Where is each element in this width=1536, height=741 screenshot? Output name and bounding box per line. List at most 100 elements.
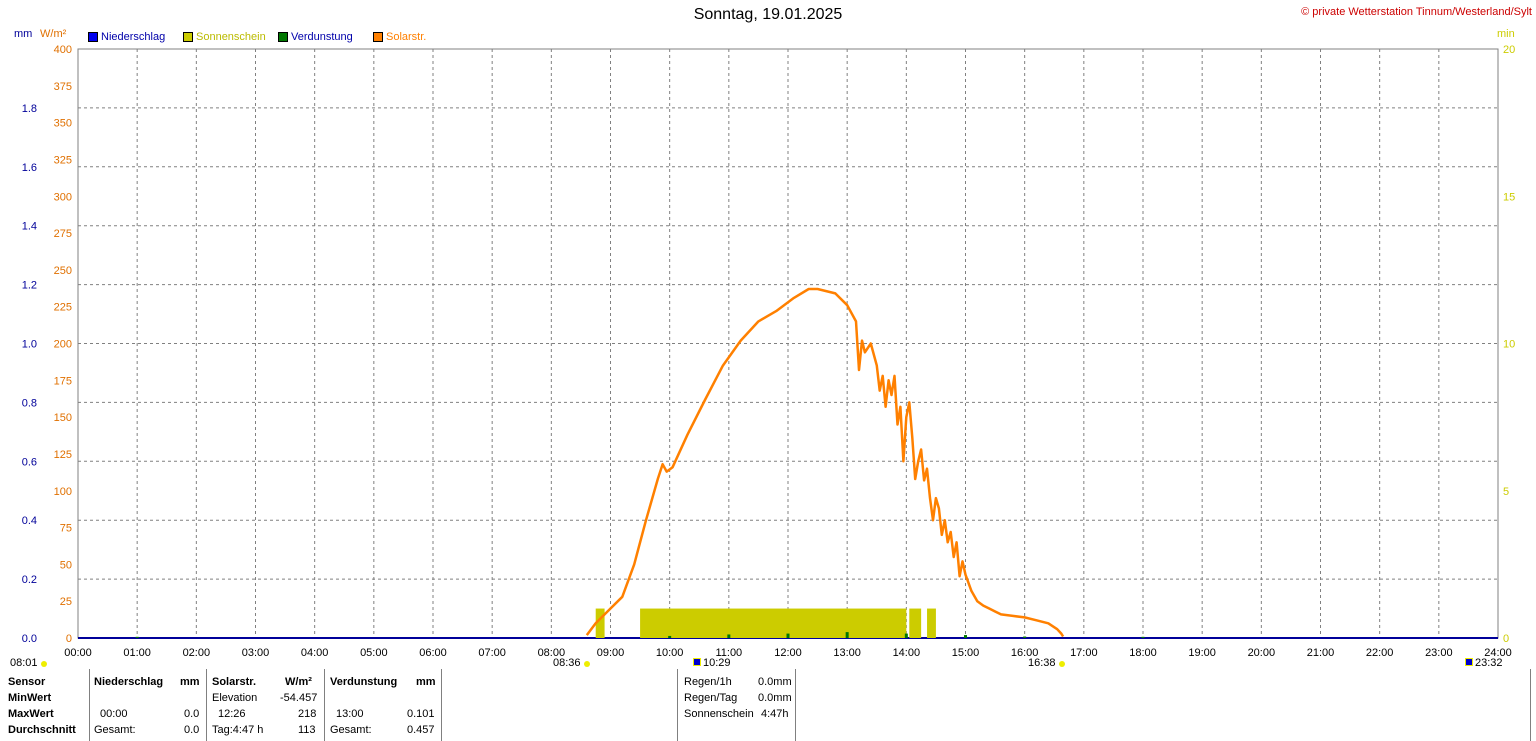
noon-label: 10:29 [703, 657, 731, 669]
wm2-tick-label: 175 [54, 375, 72, 387]
solar-max: 218 [298, 708, 317, 720]
min-tick-label: 20 [1503, 44, 1515, 56]
solar-unit: W/m² [285, 676, 312, 688]
legend-swatch [88, 32, 98, 42]
x-tick-label: 11:00 [715, 647, 742, 659]
mm-axis-ticks: 0.0 0.2 0.4 0.6 0.8 1.0 1.2 1.4 1.6 1.8 [22, 103, 37, 645]
wm2-tick-label: 200 [54, 339, 72, 351]
legend-label: Verdunstung [291, 31, 353, 43]
legend-item: Solarstr. [373, 31, 426, 43]
min-unit-label: min [1497, 28, 1515, 40]
solar-max-time: 12:26 [218, 708, 246, 720]
min-tick-label: 15 [1503, 191, 1515, 203]
mm-tick-label: 1.0 [22, 339, 37, 351]
x-tick-label: 12:00 [774, 647, 802, 659]
verdunstung-gesamt-label: Gesamt: [330, 724, 372, 736]
wm2-tick-label: 125 [54, 449, 72, 461]
x-tick-label: 14:00 [893, 647, 921, 659]
wm2-tick-label: 75 [60, 523, 72, 535]
x-tick-label: 04:00 [301, 647, 329, 659]
wm2-tick-label: 150 [54, 412, 72, 424]
mm-unit-label: mm [14, 28, 33, 40]
regen-tag-label: Regen/Tag [684, 692, 738, 704]
legend-swatch [278, 32, 288, 42]
wm2-tick-label: 250 [54, 265, 72, 277]
niederschlag-gesamt: 0.0 [184, 724, 200, 736]
sunrise-label: 08:36 [553, 657, 581, 669]
mm-tick-label: 1.2 [22, 280, 37, 292]
legend-item: Niederschlag [88, 31, 165, 43]
wm2-tick-label: 375 [54, 81, 72, 93]
wm2-tick-label: 400 [54, 44, 72, 56]
wm2-tick-label: 0 [66, 633, 72, 645]
x-tick-label: 19:00 [1188, 647, 1216, 659]
table-separator [677, 669, 678, 741]
evaporation-bar [845, 632, 849, 638]
verdunstung-gesamt: 0.457 [407, 724, 435, 736]
sunset-icon [1059, 661, 1065, 667]
evaporation-series [135, 632, 1145, 638]
legend-item: Sonnenschein [183, 31, 266, 43]
sunshine-bar [927, 608, 936, 638]
x-tick-label: 15:00 [952, 647, 980, 659]
wm2-tick-label: 275 [54, 228, 72, 240]
table-separator [89, 669, 90, 741]
solar-header: Solarstr. [212, 676, 257, 688]
evaporation-bar [727, 634, 731, 638]
verdunstung-max: 0.101 [407, 708, 435, 720]
table-separator [324, 669, 325, 741]
table-separator [441, 669, 442, 741]
sunshine-bar [640, 608, 907, 638]
wm2-tick-label: 225 [54, 302, 72, 314]
evaporation-bar [964, 635, 967, 638]
x-tick-label: 00:00 [64, 647, 92, 659]
wm2-tick-label: 325 [54, 154, 72, 166]
right-time-label: 23:32 [1475, 657, 1503, 669]
wm2-tick-label: 350 [54, 118, 72, 130]
solar-line [585, 287, 1065, 638]
wm2-tick-label: 50 [60, 559, 72, 571]
min-tick-label: 0 [1503, 633, 1509, 645]
min-tick-label: 5 [1503, 486, 1509, 498]
mm-tick-label: 0.6 [22, 456, 37, 468]
x-tick-label: 24:00 [1484, 647, 1512, 659]
mm-tick-label: 1.4 [22, 221, 37, 233]
sonnenschein-label: Sonnenschein [684, 708, 754, 720]
grid-lines [78, 48, 1498, 638]
table-separator [1530, 669, 1531, 741]
niederschlag-max-time: 00:00 [100, 708, 128, 720]
min-tick-label: 10 [1503, 339, 1515, 351]
x-tick-label: 05:00 [360, 647, 388, 659]
evaporation-bar [135, 636, 139, 638]
wm2-tick-label: 100 [54, 486, 72, 498]
mm-tick-label: 0.0 [22, 633, 37, 645]
niederschlag-header: Niederschlag [94, 676, 164, 688]
left-time-label: 08:01 [10, 657, 38, 669]
sunshine-bar [595, 608, 605, 638]
sunshine-series [595, 608, 936, 638]
elevation-value: -54.457 [280, 692, 318, 704]
legend-label: Solarstr. [386, 31, 427, 43]
niederschlag-unit: mm [180, 676, 200, 688]
x-tick-label: 20:00 [1248, 647, 1276, 659]
x-tick-label: 01:00 [123, 647, 151, 659]
x-tick-label: 16:00 [1011, 647, 1039, 659]
evaporation-bar [1023, 636, 1027, 638]
niederschlag-max: 0.0 [184, 708, 200, 720]
x-tick-label: 10:00 [656, 647, 684, 659]
x-tick-label: 13:00 [833, 647, 861, 659]
legend-swatch [183, 32, 193, 42]
mm-tick-label: 1.8 [22, 103, 37, 115]
mm-tick-label: 0.4 [22, 515, 37, 527]
legend-label: Sonnenschein [196, 31, 266, 43]
evaporation-bar [786, 633, 790, 638]
moon-icon [1465, 658, 1473, 666]
x-tick-label: 03:00 [242, 647, 270, 659]
left-sun-icon [41, 661, 47, 667]
legend-item: Verdunstung [278, 31, 353, 43]
x-tick-label: 18:00 [1129, 647, 1157, 659]
maxwert-label: MaxWert [8, 708, 54, 720]
wm2-tick-label: 300 [54, 191, 72, 203]
x-tick-label: 21:00 [1307, 647, 1335, 659]
legend-label: Niederschlag [101, 31, 166, 43]
